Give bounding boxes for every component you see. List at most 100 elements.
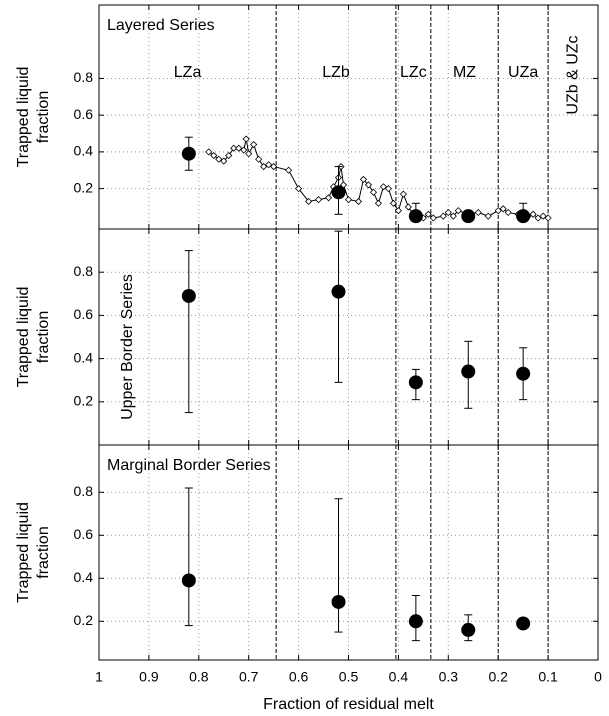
y-label: Trapped liquid fraction <box>15 502 52 603</box>
data-point <box>344 196 353 204</box>
y-tick-label: 0.4 <box>74 569 94 585</box>
x-tick-label: 0 <box>594 669 602 685</box>
data-point <box>539 212 547 220</box>
data-point <box>529 210 537 218</box>
data-point <box>484 212 492 220</box>
data-point <box>461 364 476 379</box>
data-point <box>181 146 196 161</box>
data-point <box>331 185 346 200</box>
zone-label: LZa <box>174 64 202 81</box>
data-point <box>255 155 263 163</box>
zone-label: MZ <box>453 64 476 81</box>
data-point <box>210 151 218 160</box>
data-point <box>449 212 457 220</box>
data-point <box>305 197 313 206</box>
zone-label: UZb & UZc <box>564 35 581 114</box>
data-point <box>384 185 392 193</box>
data-point <box>408 209 423 224</box>
data-point <box>461 622 476 637</box>
data-point <box>369 188 378 196</box>
data-point <box>439 212 447 220</box>
x-tick-label: 0.6 <box>289 669 309 685</box>
y-tick-label: 0.6 <box>74 526 94 542</box>
y-label-line: fraction <box>35 526 52 578</box>
data-point <box>389 199 397 207</box>
data-point <box>408 614 423 629</box>
y-tick-label: 0.4 <box>74 143 94 159</box>
data-point <box>205 148 213 156</box>
zone-label: LZb <box>322 64 350 81</box>
data-point <box>494 207 502 215</box>
data-point <box>544 214 552 222</box>
y-tick-label: 0.2 <box>74 612 94 628</box>
y-label-line: Trapped liquid <box>15 67 32 168</box>
panel-label: Layered Series <box>107 17 215 34</box>
x-tick-label: 0.1 <box>538 669 558 685</box>
data-point <box>265 161 273 169</box>
data-point <box>354 197 363 206</box>
data-point <box>331 284 346 299</box>
data-point <box>245 150 253 158</box>
data-point <box>461 209 476 224</box>
data-point <box>454 207 462 215</box>
data-point <box>181 288 196 303</box>
y-tick-label: 0.6 <box>74 306 94 322</box>
x-tick-label: 0.9 <box>139 669 159 685</box>
data-point <box>379 183 387 191</box>
data-point <box>359 175 368 183</box>
data-point <box>364 181 373 189</box>
panel-label: Upper Border Series <box>119 274 136 420</box>
data-point <box>516 616 531 631</box>
y-label: Trapped liquid fraction <box>15 67 52 168</box>
data-point <box>242 135 250 143</box>
data-point <box>404 203 412 211</box>
data-point <box>516 366 531 381</box>
data-point <box>235 144 243 152</box>
y-tick-label: 0.6 <box>74 106 94 122</box>
data-point <box>324 194 333 202</box>
x-tick-label: 0.4 <box>389 669 409 685</box>
data-point <box>474 208 482 217</box>
x-tick-label: 0.5 <box>339 669 359 685</box>
y-tick-label: 0.8 <box>74 483 94 499</box>
x-tick-label: 0.2 <box>488 669 508 685</box>
x-tick-label: 1 <box>95 669 103 685</box>
data-point <box>250 140 258 149</box>
data-point <box>181 573 196 588</box>
data-point <box>270 163 278 171</box>
data-point <box>374 199 383 207</box>
y-label-line: Trapped liquid <box>15 502 32 603</box>
x-label: Fraction of residual melt <box>263 696 434 713</box>
x-tick-label: 0.3 <box>439 669 459 685</box>
data-point <box>499 205 507 213</box>
y-label-line: fraction <box>35 91 52 143</box>
data-point <box>399 190 407 198</box>
panel-label: Marginal Border Series <box>107 457 271 474</box>
data-point <box>215 155 223 163</box>
data-point <box>408 375 423 390</box>
data-point <box>424 210 432 218</box>
data-point <box>534 214 542 222</box>
data-point <box>230 144 238 152</box>
panel-frame <box>98 444 599 661</box>
data-point <box>394 207 402 215</box>
data-point <box>504 208 512 217</box>
data-point <box>331 594 346 609</box>
data-point <box>240 146 248 154</box>
y-tick-label: 0.8 <box>74 69 94 85</box>
zone-label: LZc <box>400 64 427 81</box>
data-point <box>295 185 303 193</box>
y-tick-label: 0.2 <box>74 393 94 409</box>
data-point <box>444 208 452 217</box>
zone-label: UZa <box>508 64 538 81</box>
y-tick-label: 0.8 <box>74 263 94 279</box>
data-point <box>225 151 233 160</box>
y-label: Trapped liquid fraction <box>15 287 52 388</box>
y-tick-label: 0.2 <box>74 179 94 195</box>
data-point <box>314 196 323 204</box>
y-tick-label: 0.4 <box>74 349 94 365</box>
x-tick-label: 0.8 <box>189 669 209 685</box>
y-label-line: fraction <box>35 311 52 363</box>
